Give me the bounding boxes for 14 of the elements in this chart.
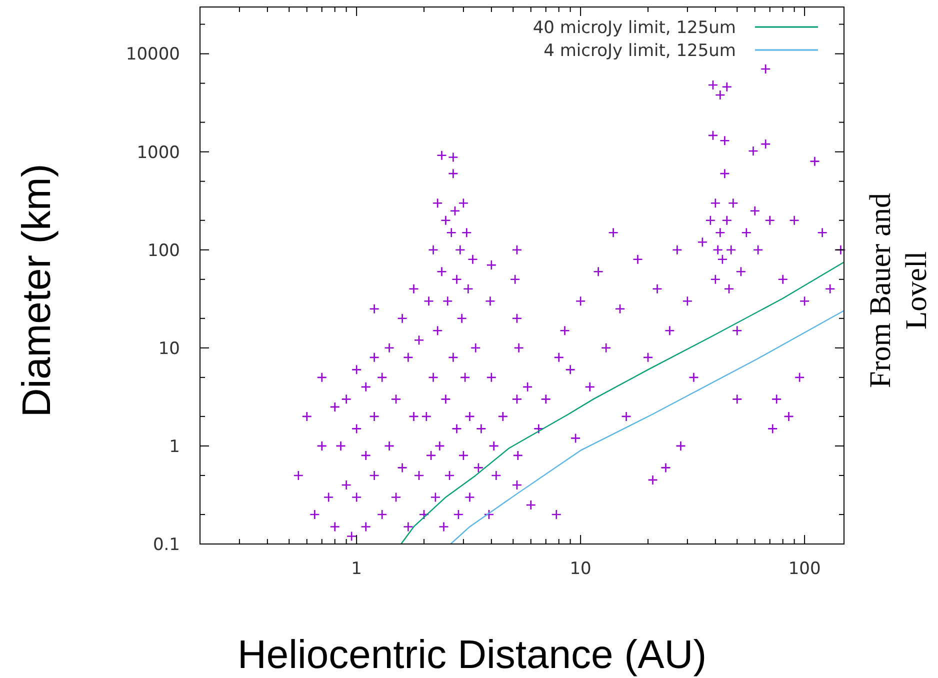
text: From Bauer and Lovell bbox=[864, 193, 933, 388]
y-tick-label: 10000 bbox=[126, 44, 180, 65]
y-tick-label: 1000 bbox=[136, 142, 180, 163]
x-tick-label: 10 bbox=[570, 559, 592, 579]
legend-label: 40 microJy limit, 125um bbox=[532, 18, 736, 38]
x-tick-label: 100 bbox=[788, 559, 821, 579]
legend-label: 4 microJy limit, 125um bbox=[544, 40, 736, 61]
x-axis-title: Heliocentric Distance (AU) bbox=[237, 633, 707, 677]
y-tick-label: 0.1 bbox=[152, 534, 180, 555]
y-axis-title: Diameter (km) bbox=[15, 164, 59, 418]
y-tick-label: 100 bbox=[148, 240, 180, 261]
x-tick-label: 1 bbox=[351, 559, 362, 579]
y-tick-label: 1 bbox=[169, 436, 180, 457]
y-tick-label: 10 bbox=[158, 338, 180, 359]
